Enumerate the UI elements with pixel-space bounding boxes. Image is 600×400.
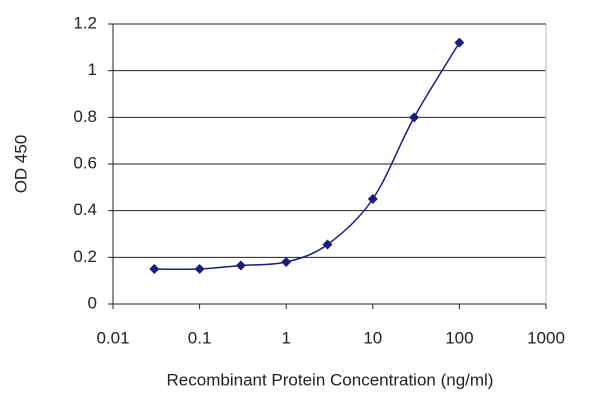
data-point: [454, 37, 465, 48]
data-point: [322, 239, 333, 250]
data-point: [149, 264, 160, 274]
y-tick-label: 1: [88, 60, 97, 79]
data-point: [194, 264, 205, 274]
x-tick-label: 1000: [527, 328, 565, 347]
x-tick-label: 100: [445, 328, 473, 347]
data-point: [409, 112, 420, 123]
data-point: [235, 260, 246, 271]
x-tick-label: 10: [363, 328, 382, 347]
data-point: [367, 194, 378, 204]
y-tick-label: 0.2: [73, 247, 97, 266]
y-tick-label: 0: [88, 293, 97, 312]
y-tick-label: 1.2: [73, 13, 97, 32]
x-tick-label: 0.01: [96, 328, 129, 347]
data-line: [154, 42, 461, 271]
x-axis-title: Recombinant Protein Concentration (ng/ml…: [167, 370, 494, 389]
x-tick-label: 0.1: [188, 328, 212, 347]
y-tick-label: 0.8: [73, 107, 97, 126]
y-tick-label: 0.6: [73, 153, 97, 172]
y-tick-label: 0.4: [73, 200, 97, 219]
x-tick-label: 1: [281, 328, 290, 347]
data-point: [281, 257, 292, 267]
y-axis-title: OD 450: [11, 135, 30, 194]
